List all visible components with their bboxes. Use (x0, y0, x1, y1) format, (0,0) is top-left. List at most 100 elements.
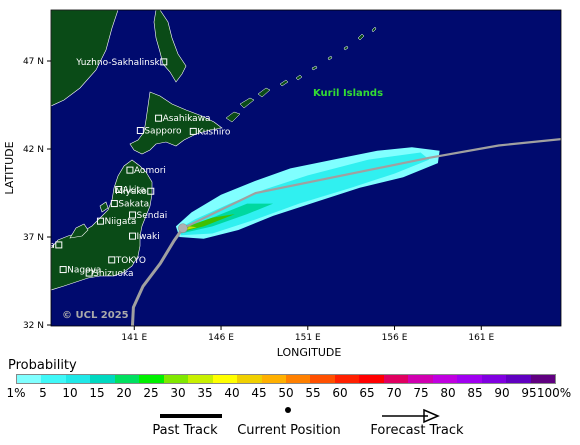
place-label: Aomori (134, 166, 166, 176)
place-label: Sapporo (144, 127, 182, 137)
sado-island (99, 201, 109, 213)
honshu-land (51, 159, 153, 291)
scale-label: 60 (332, 386, 348, 400)
scale-label: 100% (536, 386, 572, 400)
scale-label: 20 (116, 386, 132, 400)
scale-label: 10 (62, 386, 78, 400)
scale-swatch (114, 375, 140, 383)
x-tick-label: 141 E (121, 333, 147, 343)
place-marker (126, 166, 134, 174)
x-tick-label: 161 E (468, 333, 494, 343)
place-marker (160, 58, 168, 66)
probability-color-scale (16, 374, 556, 384)
place-label: Kanazawa (9, 241, 55, 251)
mainland-land (51, 10, 119, 107)
place-marker (115, 185, 123, 193)
scale-swatch (530, 375, 555, 383)
y-tick-label: 42 N (23, 145, 44, 155)
forecast-track-symbol (382, 408, 440, 424)
place-marker (147, 187, 155, 195)
place-marker (189, 127, 197, 135)
place-label: Nagoya (67, 266, 101, 276)
copyright-text: © UCL 2025 (62, 310, 129, 321)
track-legend-symbols (160, 407, 440, 424)
scale-swatch (285, 375, 311, 383)
y-tick-label: 47 N (23, 57, 44, 67)
kuril-islands (225, 26, 377, 123)
hokkaido-land (129, 91, 223, 155)
past-track-line (130, 227, 185, 326)
place-label: Sakata (118, 200, 149, 210)
plot-frame (50, 9, 562, 327)
scale-swatch (310, 375, 335, 383)
current-position-symbol (285, 407, 291, 413)
place-marker (108, 256, 116, 264)
sakhalin-land (153, 10, 187, 83)
scale-label: 55 (305, 386, 321, 400)
scale-swatch (212, 375, 238, 383)
y-tick-label: 32 N (23, 321, 44, 331)
x-tick-label: 146 E (208, 333, 234, 343)
place-marker (110, 200, 118, 208)
place-label: Shizuoka (93, 269, 133, 279)
scale-label: 40 (224, 386, 240, 400)
scale-swatch (17, 375, 42, 383)
storm-map: Yuzhno-Sakhalinsk Asahikawa Sapporo Kushiro… (3, 9, 562, 359)
scale-label: 50 (278, 386, 294, 400)
scale-label: 80 (440, 386, 456, 400)
scale-swatch (188, 375, 213, 383)
scale-label: 65 (359, 386, 375, 400)
place-label: Akita (123, 185, 146, 195)
scale-swatch (65, 375, 91, 383)
scale-label: 70 (386, 386, 402, 400)
place-marker (129, 211, 137, 219)
y-axis-title: LATITUDE (3, 141, 16, 194)
noto-peninsula (69, 223, 89, 239)
scale-swatch (139, 375, 164, 383)
place-label: TOKYO (115, 256, 146, 266)
scale-swatch (506, 375, 531, 383)
scale-label: 5 (39, 386, 47, 400)
past-track-label: Past Track (152, 423, 218, 438)
y-axis-ticks: 47 N 42 N 37 N 32 N (23, 57, 51, 331)
region-label: Kuril Islands (313, 88, 383, 99)
scale-label: 45 (251, 386, 267, 400)
scale-label: 15 (89, 386, 105, 400)
place-marker (155, 114, 163, 122)
scale-label: 30 (170, 386, 186, 400)
track-legend: Past Track Current Position Forecast Tra… (0, 406, 580, 442)
scale-label: 95 (521, 386, 537, 400)
place-marker (55, 241, 63, 249)
scale-label: 85 (467, 386, 483, 400)
place-label: Kushiro (197, 127, 231, 137)
place-label: Asahikawa (163, 114, 211, 124)
current-position-label: Current Position (237, 423, 341, 438)
scale-label: 90 (494, 386, 510, 400)
scale-swatch (90, 375, 115, 383)
scale-label: 25 (143, 386, 159, 400)
place-marker (59, 266, 67, 274)
place-label: Niigata (104, 217, 136, 227)
y-tick-label: 37 N (23, 233, 44, 243)
place-label: Miyako (115, 187, 147, 197)
scale-swatch (237, 375, 262, 383)
x-tick-label: 156 E (382, 333, 408, 343)
place-marker (96, 217, 104, 225)
place-label: Sendai (137, 211, 168, 221)
scale-swatch (359, 375, 384, 383)
scale-swatch (457, 375, 482, 383)
current-position-marker (178, 223, 188, 233)
probability-scale-labels: 1% 5 10 15 20 25 30 35 40 45 50 55 60 65 70 75 80 85 90 95 1… (0, 386, 580, 402)
forecast-track-line (182, 138, 561, 230)
scale-label: 35 (197, 386, 213, 400)
x-axis-title: LONGITUDE (277, 346, 342, 359)
place-marker (136, 127, 144, 135)
scale-swatch (163, 375, 189, 383)
place-marker (85, 269, 93, 277)
legend-title: Probability (8, 358, 77, 373)
x-axis-ticks: 141 E 146 E 151 E 156 E 161 E (121, 326, 494, 343)
scale-swatch (334, 375, 360, 383)
scale-label: 75 (413, 386, 429, 400)
scale-swatch (432, 375, 458, 383)
place-label: Iwaki (137, 232, 160, 242)
